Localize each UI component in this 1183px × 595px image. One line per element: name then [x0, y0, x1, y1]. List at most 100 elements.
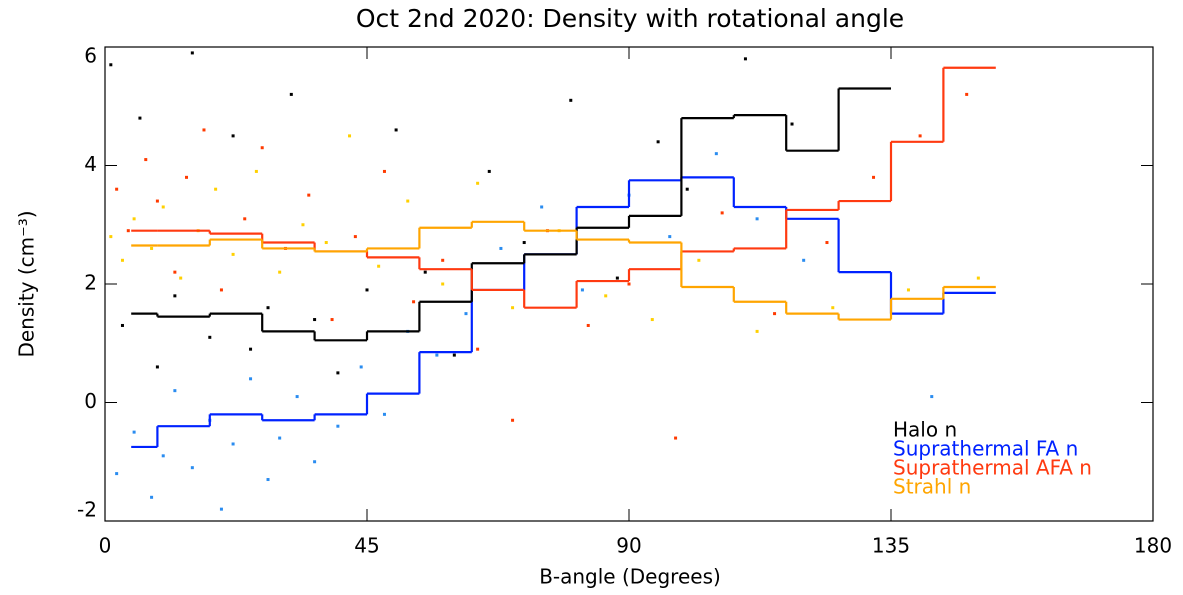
scatter-point — [930, 395, 934, 399]
scatter-point — [231, 252, 235, 256]
y-tick-label: 6 — [84, 44, 97, 68]
legend-entry: Halo n — [893, 418, 957, 442]
scatter-point — [219, 288, 223, 292]
scatter-point — [336, 424, 340, 428]
scatter-point — [802, 258, 806, 262]
scatter-point — [382, 412, 386, 416]
legend-entry: Strahl n — [893, 475, 971, 499]
scatter-point — [580, 288, 584, 292]
scatter-point — [173, 294, 177, 298]
y-tick-label: 2 — [84, 271, 97, 295]
scatter-point — [743, 57, 747, 61]
scatter-point — [499, 246, 503, 250]
x-axis-label: B-angle (Degrees) — [539, 565, 721, 589]
scatter-point — [650, 318, 654, 322]
scatter-point — [394, 128, 398, 132]
scatter-point — [190, 51, 194, 55]
scatter-point — [406, 199, 410, 203]
scatter-point — [831, 306, 835, 310]
scatter-point — [179, 276, 183, 280]
scatter-point — [120, 323, 124, 327]
scatter-point — [569, 98, 573, 102]
plot-area — [109, 51, 996, 511]
scatter-point — [359, 365, 363, 369]
scatter-point — [476, 181, 480, 185]
scatter-point — [185, 175, 189, 179]
scatter-point — [144, 158, 148, 162]
scatter-point — [714, 152, 718, 156]
scatter-point — [487, 169, 491, 173]
scatter-point — [266, 478, 270, 482]
scatter-point — [150, 495, 154, 499]
scatter-point — [336, 371, 340, 375]
scatter-point — [423, 270, 427, 274]
y-tick-label: 0 — [84, 389, 97, 413]
scatter-point — [522, 241, 526, 245]
scatter-point — [615, 276, 619, 280]
scatter-point — [720, 211, 724, 215]
y-axis-label: Density (cm⁻³) — [15, 210, 39, 357]
scatter-point — [115, 472, 119, 476]
scatter-point — [155, 365, 159, 369]
scatter-point — [412, 300, 416, 304]
scatter-point — [289, 92, 293, 96]
scatter-point — [120, 258, 124, 262]
legend-entry: Suprathermal FA n — [893, 437, 1078, 461]
scatter-point — [656, 140, 660, 144]
scatter-point — [109, 63, 113, 67]
scatter-point — [586, 323, 590, 327]
scatter-point — [918, 134, 922, 138]
scatter-point — [976, 276, 980, 280]
scatter-point — [313, 318, 317, 322]
scatter-point — [872, 175, 876, 179]
scatter-point — [685, 187, 689, 191]
scatter-point — [773, 312, 777, 316]
scatter-point — [825, 241, 829, 245]
scatter-point — [260, 146, 264, 150]
scatter-point — [214, 187, 218, 191]
scatter-point — [173, 270, 177, 274]
scatter-point — [476, 347, 480, 351]
x-tick-label: 180 — [1134, 534, 1172, 558]
scatter-point — [132, 217, 136, 221]
scatter-point — [511, 418, 515, 422]
scatter-point — [755, 217, 759, 221]
scatter-point — [965, 92, 969, 96]
scatter-point — [231, 442, 235, 446]
scatter-point — [150, 246, 154, 250]
scatter-point — [324, 241, 328, 245]
scatter-point — [249, 347, 253, 351]
scatter-point — [249, 377, 253, 381]
scatter-point — [790, 122, 794, 126]
scatter-point — [208, 335, 212, 339]
scatter-point — [377, 264, 381, 268]
scatter-point — [540, 205, 544, 209]
scatter-point — [365, 288, 369, 292]
scatter-point — [906, 288, 910, 292]
scatter-point — [674, 436, 678, 440]
scatter-point — [173, 389, 177, 393]
scatter-point — [301, 223, 305, 227]
scatter-point — [697, 258, 701, 262]
scatter-point — [202, 128, 206, 132]
scatter-point — [132, 430, 136, 434]
scatter-point — [115, 187, 119, 191]
x-tick-label: 90 — [616, 534, 641, 558]
scatter-point — [464, 312, 468, 316]
scatter-point — [330, 318, 334, 322]
scatter-point — [627, 282, 631, 286]
x-tick-label: 45 — [354, 534, 379, 558]
scatter-point — [353, 235, 357, 239]
scatter-point — [435, 353, 439, 357]
scatter-point — [126, 229, 130, 233]
scatter-point — [219, 507, 223, 511]
scatter-point — [511, 306, 515, 310]
scatter-point — [348, 134, 352, 138]
x-tick-label: 135 — [872, 534, 910, 558]
scatter-point — [668, 235, 672, 239]
scatter-point — [243, 217, 247, 221]
scatter-point — [109, 235, 113, 239]
scatter-point — [755, 329, 759, 333]
scatter-point — [161, 454, 165, 458]
